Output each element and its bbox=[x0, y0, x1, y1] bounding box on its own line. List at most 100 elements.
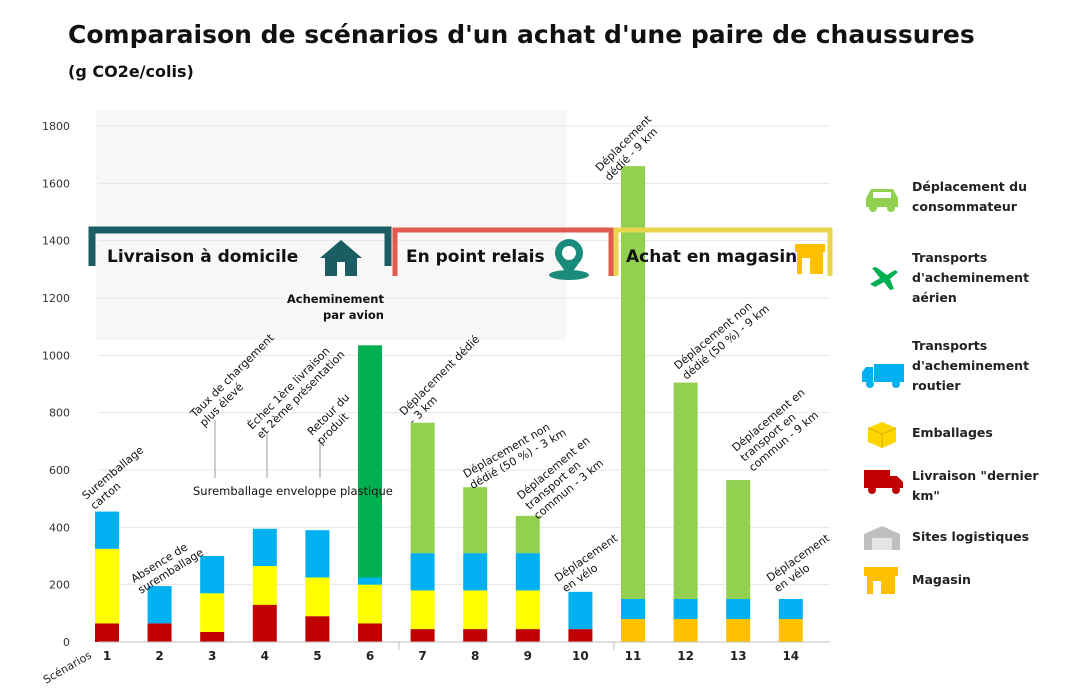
bar-segment-routier-6 bbox=[358, 577, 382, 585]
bar-segment-routier-7 bbox=[410, 553, 435, 591]
bar-segment-deplacement-8 bbox=[463, 487, 488, 554]
group-magasin-label: Achat en magasin bbox=[626, 247, 797, 267]
bar-segment-magasin-12 bbox=[673, 619, 698, 642]
bar-segment-routier-8 bbox=[463, 553, 488, 591]
bars bbox=[95, 166, 803, 642]
bar-segment-dernier_km-7 bbox=[410, 629, 435, 642]
bar-segment-deplacement-11 bbox=[621, 166, 645, 599]
group-livraison-label: Livraison à domicile bbox=[107, 247, 298, 267]
x-tick-label: 1 bbox=[103, 649, 111, 663]
bar-segment-routier-3 bbox=[200, 556, 225, 594]
bar-segment-dernier_km-10 bbox=[568, 629, 593, 642]
x-tick-label: 12 bbox=[677, 649, 694, 663]
bar-segment-routier-11 bbox=[621, 599, 645, 620]
y-tick-label: 0 bbox=[63, 636, 70, 649]
legend-item-routier: Transports d'acheminement routier bbox=[862, 338, 1029, 393]
x-tick-label: 9 bbox=[524, 649, 532, 663]
y-tick-label: 1400 bbox=[42, 235, 70, 248]
y-tick-label: 200 bbox=[49, 579, 70, 592]
bar-segment-deplacement-13 bbox=[726, 480, 751, 599]
bar-segment-routier-13 bbox=[726, 599, 751, 620]
annotation-common: Suremballage enveloppe plastique bbox=[193, 484, 393, 498]
bar-segment-emballages-4 bbox=[252, 566, 277, 605]
group-livraison-bracket bbox=[88, 226, 392, 266]
bar-segment-dernier_km-8 bbox=[463, 629, 488, 642]
delivery-truck-icon bbox=[864, 470, 903, 494]
annotation-ann1: Suremballagecarton bbox=[80, 443, 155, 512]
legend-item-deplacement: Déplacement du consommateur bbox=[862, 179, 1027, 214]
y-axis: 0 200 400 600 800 1000 1200 1400 1600 1800 bbox=[42, 120, 70, 649]
bar-segment-aerien-6 bbox=[358, 345, 382, 578]
x-tick-label: 7 bbox=[418, 649, 426, 663]
package-icon bbox=[867, 422, 897, 448]
bar-segment-emballages-8 bbox=[463, 590, 488, 630]
car-icon bbox=[866, 189, 898, 212]
legend-item-sites: Sites logistiques bbox=[862, 522, 1029, 552]
y-tick-label: 800 bbox=[49, 407, 70, 420]
chart-subtitle: (g CO2e/colis) bbox=[68, 62, 194, 81]
bar-segment-emballages-7 bbox=[410, 590, 435, 630]
group-relais-bracket bbox=[392, 227, 614, 276]
annotation-ann5: Retour duproduit bbox=[305, 391, 362, 448]
x-tick-label: 6 bbox=[366, 649, 374, 663]
store-icon bbox=[864, 567, 898, 594]
x-tick-label: 10 bbox=[572, 649, 589, 663]
bar-segment-routier-9 bbox=[515, 553, 540, 591]
x-tick-label: 3 bbox=[208, 649, 216, 663]
bar-segment-dernier_km-9 bbox=[515, 629, 540, 642]
store-icon bbox=[795, 244, 825, 274]
bar-segment-dernier_km-4 bbox=[252, 604, 277, 642]
bar-segment-magasin-13 bbox=[726, 619, 751, 642]
bar-segment-magasin-11 bbox=[621, 619, 645, 642]
bar-segment-dernier_km-2 bbox=[147, 623, 172, 642]
group-magasin: Achat en magasin bbox=[613, 227, 833, 276]
x-tick-label: 2 bbox=[155, 649, 163, 663]
y-tick-label: 1200 bbox=[42, 292, 70, 305]
bar-segment-routier-12 bbox=[673, 599, 698, 620]
chart-title: Comparaison de scénarios d'un achat d'un… bbox=[68, 20, 975, 49]
bar-segment-magasin-14 bbox=[778, 619, 803, 642]
bar-segment-routier-1 bbox=[95, 511, 119, 549]
bar-segment-dernier_km-5 bbox=[305, 616, 330, 642]
legend-item-aerien: Transports d'acheminement aérien bbox=[862, 250, 1029, 305]
group-magasin-bracket bbox=[613, 227, 833, 276]
x-tick-label: 4 bbox=[261, 649, 269, 663]
bar-segment-emballages-9 bbox=[515, 590, 540, 630]
y-tick-label: 400 bbox=[49, 521, 70, 534]
bar-segment-deplacement-9 bbox=[515, 515, 540, 554]
group-relais: En point relais bbox=[392, 227, 614, 280]
bar-segment-emballages-3 bbox=[200, 593, 225, 632]
bar-segment-deplacement-12 bbox=[673, 382, 698, 599]
bar-segment-emballages-5 bbox=[305, 577, 330, 617]
annotation-ann10: Déplacementen vélo bbox=[552, 531, 628, 595]
y-tick-label: 600 bbox=[49, 464, 70, 477]
annotation-ann12: Déplacement nondédié (50 %) - 9 km bbox=[672, 292, 772, 382]
annotation-ann14: Déplacementen vélo bbox=[764, 531, 840, 595]
x-axis-label: Scénarios bbox=[41, 648, 94, 686]
bar-segment-dernier_km-3 bbox=[200, 631, 225, 642]
bar-segment-routier-2 bbox=[147, 586, 172, 624]
house-icon bbox=[320, 240, 362, 276]
bar-segment-routier-10 bbox=[568, 591, 593, 630]
bar-segment-routier-4 bbox=[252, 528, 277, 567]
y-tick-label: 1600 bbox=[42, 177, 70, 190]
annotation-ann13: Déplacement entransport encommun - 9 km bbox=[730, 386, 825, 474]
bar-segment-dernier_km-1 bbox=[95, 623, 119, 642]
x-tick-label: 8 bbox=[471, 649, 479, 663]
annotation-ann6: Acheminement par avion bbox=[287, 292, 385, 322]
bar-segment-dernier_km-6 bbox=[358, 623, 382, 642]
y-tick-label: 1000 bbox=[42, 349, 70, 362]
map-pin-icon bbox=[549, 239, 589, 280]
header-panel bbox=[96, 110, 566, 340]
bar-segment-routier-5 bbox=[305, 530, 330, 578]
group-relais-label: En point relais bbox=[406, 247, 545, 267]
bar-segment-emballages-6 bbox=[358, 584, 382, 624]
plane-icon bbox=[870, 267, 898, 290]
x-tick-label: 11 bbox=[625, 649, 642, 663]
y-tick-label: 1800 bbox=[42, 120, 70, 133]
legend-item-magasin: Magasin bbox=[862, 565, 971, 595]
legend-item-dernier-km: Livraison "dernier km" bbox=[862, 466, 1039, 503]
x-tick-label: 13 bbox=[730, 649, 747, 663]
